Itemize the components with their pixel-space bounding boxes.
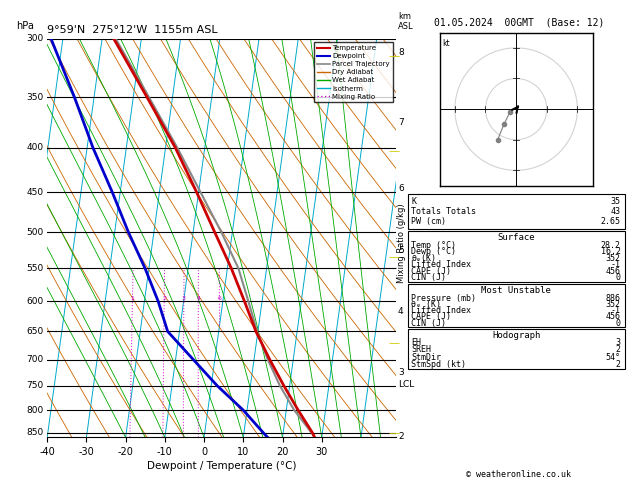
Text: 2: 2: [162, 296, 166, 301]
Text: 54°: 54°: [606, 353, 621, 362]
Text: 450: 450: [26, 188, 43, 197]
Text: 352: 352: [606, 254, 621, 263]
Text: 0: 0: [616, 273, 621, 282]
Text: CAPE (J): CAPE (J): [411, 267, 452, 276]
Text: 2.65: 2.65: [601, 217, 621, 226]
Text: © weatheronline.co.uk: © weatheronline.co.uk: [467, 469, 571, 479]
Text: θₑ (K): θₑ (K): [411, 300, 442, 309]
Text: PW (cm): PW (cm): [411, 217, 447, 226]
Text: Lifted Index: Lifted Index: [411, 260, 471, 269]
Text: 6: 6: [218, 296, 221, 301]
Text: θₑ(K): θₑ(K): [411, 254, 437, 263]
Text: 43: 43: [611, 208, 621, 216]
Text: kt: kt: [443, 39, 450, 48]
Text: —: —: [388, 253, 399, 262]
Text: 550: 550: [26, 264, 43, 273]
Text: 0: 0: [616, 319, 621, 328]
Text: 9°59'N  275°12'W  1155m ASL: 9°59'N 275°12'W 1155m ASL: [47, 25, 218, 35]
Text: SREH: SREH: [411, 346, 431, 354]
X-axis label: Dewpoint / Temperature (°C): Dewpoint / Temperature (°C): [147, 461, 296, 471]
Text: —: —: [388, 146, 399, 156]
Text: 650: 650: [26, 327, 43, 336]
Text: Hodograph: Hodograph: [492, 331, 540, 340]
Text: 2: 2: [398, 432, 404, 441]
Text: 300: 300: [26, 35, 43, 43]
Text: 8: 8: [398, 48, 404, 57]
Text: 6: 6: [398, 184, 404, 192]
Text: Totals Totals: Totals Totals: [411, 208, 476, 216]
Text: 7: 7: [398, 118, 404, 127]
Text: 3: 3: [182, 296, 186, 301]
Text: CIN (J): CIN (J): [411, 319, 447, 328]
Text: 35: 35: [611, 197, 621, 207]
Text: 700: 700: [26, 355, 43, 364]
Text: —: —: [388, 51, 399, 61]
Text: 800: 800: [26, 405, 43, 415]
Text: Most Unstable: Most Unstable: [481, 286, 551, 295]
Text: EH: EH: [411, 338, 421, 347]
Text: 3: 3: [616, 338, 621, 347]
Text: 1: 1: [130, 296, 135, 301]
Text: 2: 2: [616, 346, 621, 354]
Text: 4: 4: [196, 296, 200, 301]
Text: 750: 750: [26, 381, 43, 390]
Legend: Temperature, Dewpoint, Parcel Trajectory, Dry Adiabat, Wet Adiabat, Isotherm, Mi: Temperature, Dewpoint, Parcel Trajectory…: [314, 42, 392, 103]
Text: 3: 3: [398, 368, 404, 377]
Text: 456: 456: [606, 267, 621, 276]
Text: —: —: [388, 338, 399, 347]
Text: 886: 886: [606, 294, 621, 303]
Text: 350: 350: [26, 93, 43, 102]
Text: 5: 5: [398, 246, 404, 255]
Text: —: —: [388, 429, 399, 438]
Text: Pressure (mb): Pressure (mb): [411, 294, 476, 303]
Text: CIN (J): CIN (J): [411, 273, 447, 282]
Text: 400: 400: [26, 143, 43, 152]
Text: hPa: hPa: [16, 21, 33, 31]
Text: Dewp (°C): Dewp (°C): [411, 247, 457, 256]
Text: 28.2: 28.2: [601, 241, 621, 250]
Text: CAPE (J): CAPE (J): [411, 312, 452, 322]
Text: 456: 456: [606, 312, 621, 322]
Text: 352: 352: [606, 300, 621, 309]
Text: 01.05.2024  00GMT  (Base: 12): 01.05.2024 00GMT (Base: 12): [434, 17, 604, 27]
Text: StmDir: StmDir: [411, 353, 442, 362]
Text: 850: 850: [26, 429, 43, 437]
Text: Lifted Index: Lifted Index: [411, 306, 471, 315]
Text: StmSpd (kt): StmSpd (kt): [411, 360, 466, 369]
Text: -1: -1: [611, 260, 621, 269]
Text: 4: 4: [398, 307, 404, 315]
Text: K: K: [411, 197, 416, 207]
Text: km
ASL: km ASL: [398, 12, 414, 31]
Text: LCL: LCL: [398, 380, 415, 389]
Text: Surface: Surface: [498, 233, 535, 243]
Text: 500: 500: [26, 227, 43, 237]
Text: 16.2: 16.2: [601, 247, 621, 256]
Text: Temp (°C): Temp (°C): [411, 241, 457, 250]
Text: 2: 2: [616, 360, 621, 369]
Text: Mixing Ratio (g/kg): Mixing Ratio (g/kg): [397, 203, 406, 283]
Text: 600: 600: [26, 296, 43, 306]
Text: -1: -1: [611, 306, 621, 315]
